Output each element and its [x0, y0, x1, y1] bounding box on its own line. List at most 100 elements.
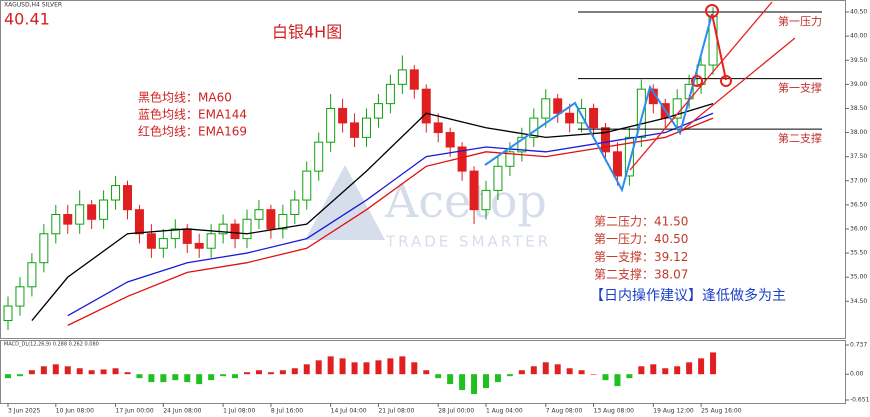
candle-body — [553, 98, 563, 114]
y-tick-label: 38.50 — [850, 105, 867, 112]
x-tick-label: 28 Jul 00:00 — [438, 408, 474, 415]
level-label: 第二支撑 — [778, 131, 822, 145]
macd-bar — [686, 362, 693, 375]
macd-bar — [279, 370, 286, 375]
advice: 【日内操作建议】逢低做多为主 — [590, 287, 786, 304]
macd-bar — [626, 374, 633, 379]
macd-bar — [542, 362, 549, 375]
watermark-tagline: TRADE SMARTER — [385, 233, 551, 251]
candle-body — [385, 83, 395, 105]
y-tick-label: 36.50 — [850, 201, 867, 208]
macd-bar — [220, 374, 227, 377]
macd-bar — [112, 368, 119, 375]
macd-bar — [614, 374, 621, 387]
macd-bar — [327, 356, 334, 375]
watermark: Acetop TRADE SMARTER — [305, 165, 551, 251]
level-label: 第一压力 — [778, 14, 822, 28]
red-trend — [629, 1, 773, 171]
candle-body — [15, 286, 25, 307]
y-tick-label: 40.50 — [850, 9, 867, 16]
macd-bar — [423, 370, 430, 375]
marker-circle — [720, 75, 732, 87]
candle-body — [278, 213, 288, 230]
candle-body — [218, 223, 228, 235]
macd-bar — [291, 368, 298, 375]
candle-body — [362, 117, 371, 138]
macd-bar — [303, 364, 310, 375]
candle-body — [194, 242, 204, 249]
macd-bar — [578, 370, 585, 375]
y-tick-label: 35.50 — [850, 250, 867, 257]
x-tick-label: 1 Aug 04:00 — [486, 408, 523, 415]
candle-body — [158, 238, 168, 249]
candle-body — [170, 228, 180, 240]
macd-bar — [339, 358, 346, 375]
level-note: 第二支撑：38.07 — [594, 267, 688, 282]
macd-bar — [494, 374, 501, 383]
candle-body — [433, 122, 443, 134]
candle-body — [111, 185, 121, 201]
macd-bar — [387, 358, 394, 375]
y-tick-label: 40.00 — [850, 33, 867, 40]
macd-bar — [5, 374, 11, 379]
x-tick-label: 14 Jul 04:00 — [331, 408, 367, 415]
candle-body — [290, 199, 300, 215]
candle-body — [421, 88, 431, 124]
candle-body — [601, 127, 610, 153]
macd-bar — [435, 374, 442, 379]
macd-bar — [602, 374, 609, 381]
main-frame — [0, 0, 846, 339]
watermark-logo — [305, 165, 385, 240]
candle-body — [134, 209, 144, 235]
candle-body — [266, 209, 276, 230]
macd-bar — [52, 364, 59, 375]
macd-bar — [124, 372, 131, 375]
candle-body — [338, 107, 348, 124]
x-tick-label: 21 Jul 08:00 — [378, 408, 414, 415]
macd-bar — [411, 362, 418, 375]
current-price: 40.41 — [4, 10, 50, 29]
macd-bar — [363, 362, 370, 375]
macd-bar — [710, 352, 717, 375]
level-note: 第二压力：41.50 — [594, 215, 688, 229]
macd-bar — [650, 364, 657, 375]
candle-body — [146, 233, 156, 249]
level-label: 第一支撑 — [778, 81, 822, 95]
macd-bar — [590, 374, 597, 375]
macd-bar — [674, 366, 681, 375]
macd-bar — [160, 374, 167, 383]
macd-bar — [267, 372, 274, 375]
candle-body — [182, 228, 192, 244]
x-tick-label: 8 Jul 16:00 — [271, 408, 303, 415]
x-tick-label: 13 Aug 08:00 — [594, 408, 635, 415]
y-tick-label: 36.00 — [850, 225, 867, 232]
plot-area: 34.50 35.00 35.50 36.00 36.50 37.00 37.50 38.00… — [3, 7, 870, 415]
candle-body — [87, 204, 97, 220]
moving-average — [31, 103, 714, 321]
y-tick-label: 0.737 — [850, 342, 867, 349]
macd-bar — [16, 374, 23, 377]
macd-frame — [0, 340, 846, 404]
candle-body — [517, 136, 527, 153]
candle-body — [206, 233, 216, 249]
macd-bar — [148, 374, 155, 383]
candle-body — [397, 69, 407, 85]
candle-body — [612, 151, 622, 177]
y-tick-label: 37.00 — [850, 177, 867, 184]
y-tick-label: 34.50 — [850, 298, 867, 305]
macd-bar — [662, 368, 669, 375]
macd-bar — [447, 374, 454, 385]
candle-body — [254, 209, 264, 220]
macd-bar — [40, 366, 47, 375]
macd-bar — [136, 374, 143, 379]
candle-body — [3, 305, 13, 322]
macd-bar — [172, 374, 179, 381]
x-tick-label: 17 Jun 00:00 — [116, 408, 154, 415]
macd-bar — [208, 374, 215, 381]
trend-arrows — [484, 1, 796, 193]
macd-bar — [554, 364, 561, 375]
legend-entry: 蓝色均线：EMA144 — [138, 108, 247, 122]
candle-body — [409, 69, 419, 90]
